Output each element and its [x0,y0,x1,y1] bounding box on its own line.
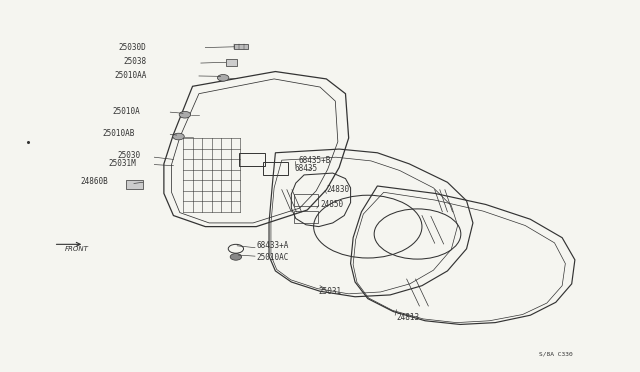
Text: 24860B: 24860B [80,177,108,186]
Text: 24830: 24830 [326,185,349,194]
Circle shape [218,74,229,81]
Circle shape [173,133,184,140]
Text: 24850: 24850 [320,200,343,209]
Text: 68433+A: 68433+A [256,241,289,250]
Text: 25010AB: 25010AB [103,129,135,138]
Text: 25030: 25030 [117,151,140,160]
FancyBboxPatch shape [226,59,237,65]
FancyBboxPatch shape [126,180,143,189]
Text: 25010A: 25010A [113,106,140,116]
Text: S/8A C330: S/8A C330 [539,352,573,357]
Text: 68435: 68435 [294,164,317,173]
Text: 25010AA: 25010AA [115,71,147,80]
Text: 24813: 24813 [396,313,420,322]
FancyBboxPatch shape [234,44,248,49]
Text: FRONT: FRONT [65,246,88,251]
Text: 25031M: 25031M [109,159,136,169]
Text: 68435+B: 68435+B [298,155,331,165]
Circle shape [230,254,242,260]
Text: 25038: 25038 [124,57,147,67]
Text: 25030D: 25030D [119,43,147,52]
Circle shape [179,112,191,118]
Text: 25031: 25031 [319,287,342,296]
Text: 25010AC: 25010AC [256,253,289,263]
